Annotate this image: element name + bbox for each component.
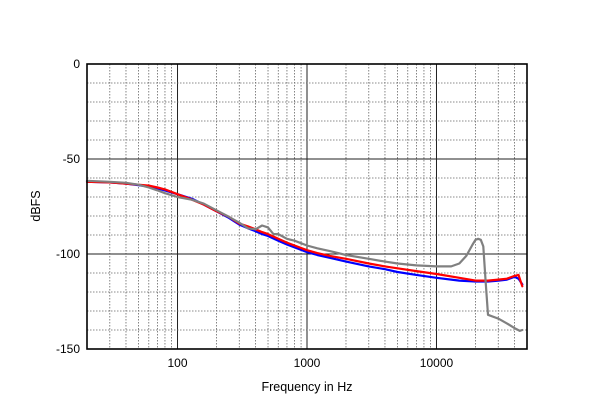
x-tick-label: 10000	[420, 356, 454, 370]
series-layer	[85, 179, 524, 332]
x-tick-label: 100	[167, 356, 187, 370]
x-tick-labels: 100 1000 10000	[167, 356, 453, 370]
grid	[87, 64, 527, 349]
x-axis-label: Frequency in Hz	[261, 380, 352, 394]
series-line-3	[85, 179, 524, 332]
y-tick-label: 0	[73, 57, 80, 71]
plot-frame	[86, 63, 528, 350]
x-tick-label: 1000	[294, 356, 321, 370]
y-tick-label: -50	[63, 152, 81, 166]
y-tick-label: -100	[56, 247, 80, 261]
y-axis-label: dBFS	[29, 190, 43, 221]
series-line-2	[85, 180, 524, 288]
y-tick-label: -150	[56, 342, 80, 356]
y-tick-labels: 0 -50 -100 -150	[56, 57, 80, 356]
